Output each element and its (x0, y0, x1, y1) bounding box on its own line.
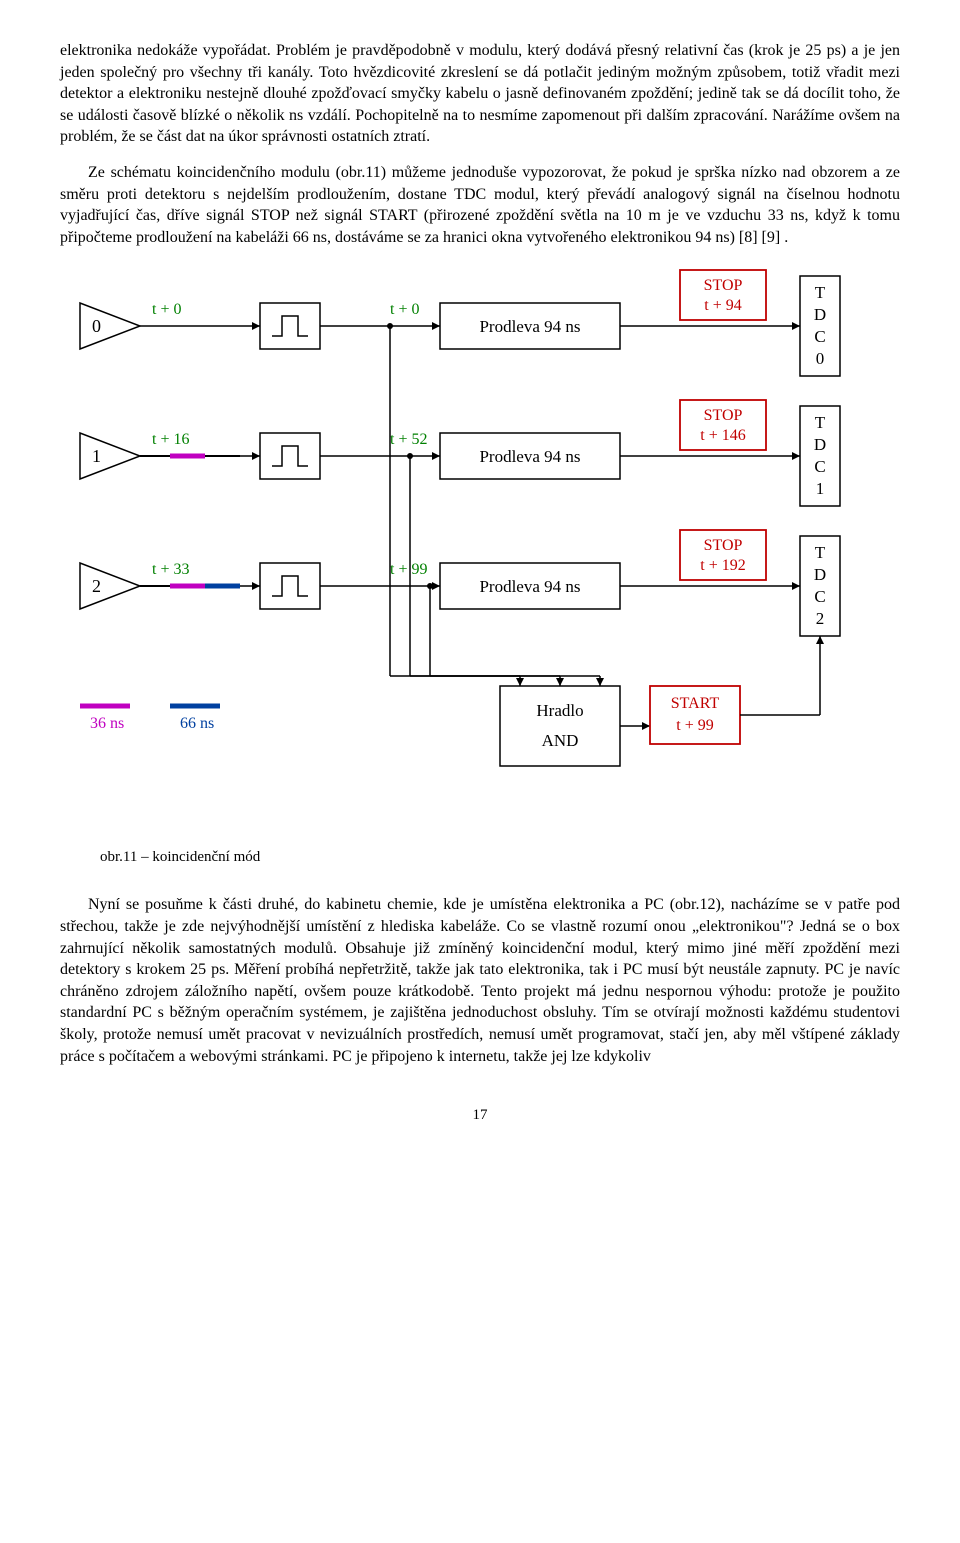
svg-text:D: D (814, 305, 826, 324)
svg-text:0: 0 (92, 316, 101, 336)
svg-text:START: START (671, 695, 720, 712)
svg-text:T: T (815, 543, 826, 562)
figure-caption: obr.11 – koincidenční mód (100, 849, 900, 866)
svg-text:1: 1 (92, 446, 101, 466)
svg-text:t + 192: t + 192 (700, 557, 745, 574)
svg-text:t + 99: t + 99 (676, 717, 713, 734)
svg-text:C: C (814, 457, 825, 476)
svg-text:0: 0 (816, 349, 825, 368)
svg-text:C: C (814, 327, 825, 346)
svg-text:Prodleva 94 ns: Prodleva 94 ns (479, 447, 580, 466)
svg-text:STOP: STOP (704, 537, 743, 554)
svg-text:t + 52: t + 52 (390, 431, 427, 448)
svg-text:C: C (814, 587, 825, 606)
svg-text:T: T (815, 283, 826, 302)
paragraph-2: Ze schématu koincidenčního modulu (obr.1… (60, 162, 900, 248)
svg-text:t + 16: t + 16 (152, 431, 189, 448)
svg-text:t + 94: t + 94 (704, 297, 741, 314)
page-number: 17 (60, 1107, 900, 1124)
svg-text:t + 99: t + 99 (390, 561, 427, 578)
svg-text:1: 1 (816, 479, 825, 498)
svg-text:Prodleva 94 ns: Prodleva 94 ns (479, 577, 580, 596)
svg-text:t + 33: t + 33 (152, 561, 189, 578)
svg-text:66 ns: 66 ns (180, 715, 214, 732)
svg-text:STOP: STOP (704, 277, 743, 294)
svg-text:t + 0: t + 0 (152, 301, 181, 318)
svg-text:t + 146: t + 146 (700, 427, 745, 444)
svg-text:2: 2 (92, 576, 101, 596)
coincidence-diagram: 0t + 0t + 0Prodleva 94 nsSTOPt + 94TDC01… (60, 266, 900, 841)
svg-text:D: D (814, 565, 826, 584)
svg-text:t + 0: t + 0 (390, 301, 419, 318)
svg-text:Hradlo: Hradlo (536, 701, 583, 720)
svg-text:2: 2 (816, 609, 825, 628)
svg-text:AND: AND (542, 731, 579, 750)
svg-text:T: T (815, 413, 826, 432)
svg-text:STOP: STOP (704, 407, 743, 424)
svg-text:D: D (814, 435, 826, 454)
paragraph-3: Nyní se posuňme k části druhé, do kabine… (60, 894, 900, 1067)
svg-text:Prodleva 94 ns: Prodleva 94 ns (479, 317, 580, 336)
paragraph-1: elektronika nedokáže vypořádat. Problém … (60, 40, 900, 148)
svg-text:36 ns: 36 ns (90, 715, 124, 732)
